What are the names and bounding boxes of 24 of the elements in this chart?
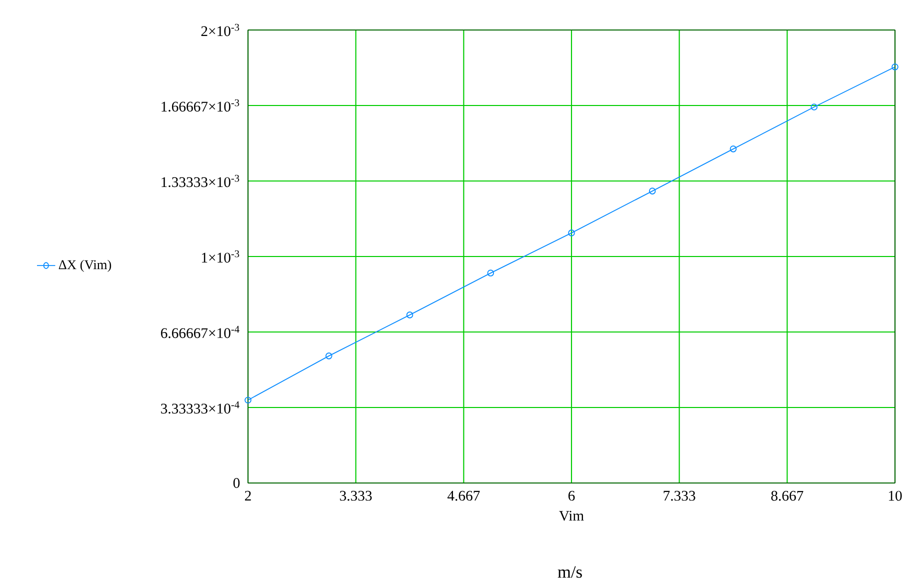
y-tick-label: 6.66667×10$^{-4}$ — [160, 326, 240, 338]
x-tick-label: 3.333 — [340, 490, 372, 501]
y-tick-label: 1.66667×10$^{-3}$ — [162, 99, 240, 112]
x-axis-title: Vim — [559, 510, 584, 521]
y-tick-label: 1.33333×10$^{-3}$ — [162, 174, 240, 188]
legend-label: ΔX (Vim) — [58, 260, 112, 272]
x-tick-label: 8.667 — [771, 490, 804, 501]
y-tick-label: 2×10$^{-3}$ — [201, 24, 240, 36]
point — [810, 104, 818, 110]
x-tick-label: 7.333 — [664, 490, 696, 501]
x-tick-label: 4.667 — [447, 490, 480, 501]
x-tick-label: 10 — [888, 490, 902, 501]
y-tick-label: 0 — [233, 478, 240, 488]
y-tick-label: 1×10$^{-3}$ — [202, 250, 240, 263]
point — [648, 188, 656, 194]
x-tick-label: 6 — [568, 490, 575, 501]
point — [568, 230, 575, 236]
point — [487, 270, 494, 276]
point — [325, 352, 332, 360]
y-tick-label: 3.33333×10$^{-4}$ — [161, 401, 240, 414]
text: m/s — [558, 566, 582, 578]
point — [730, 146, 737, 152]
point — [406, 312, 414, 318]
x-tick-label: 2 — [244, 490, 251, 501]
